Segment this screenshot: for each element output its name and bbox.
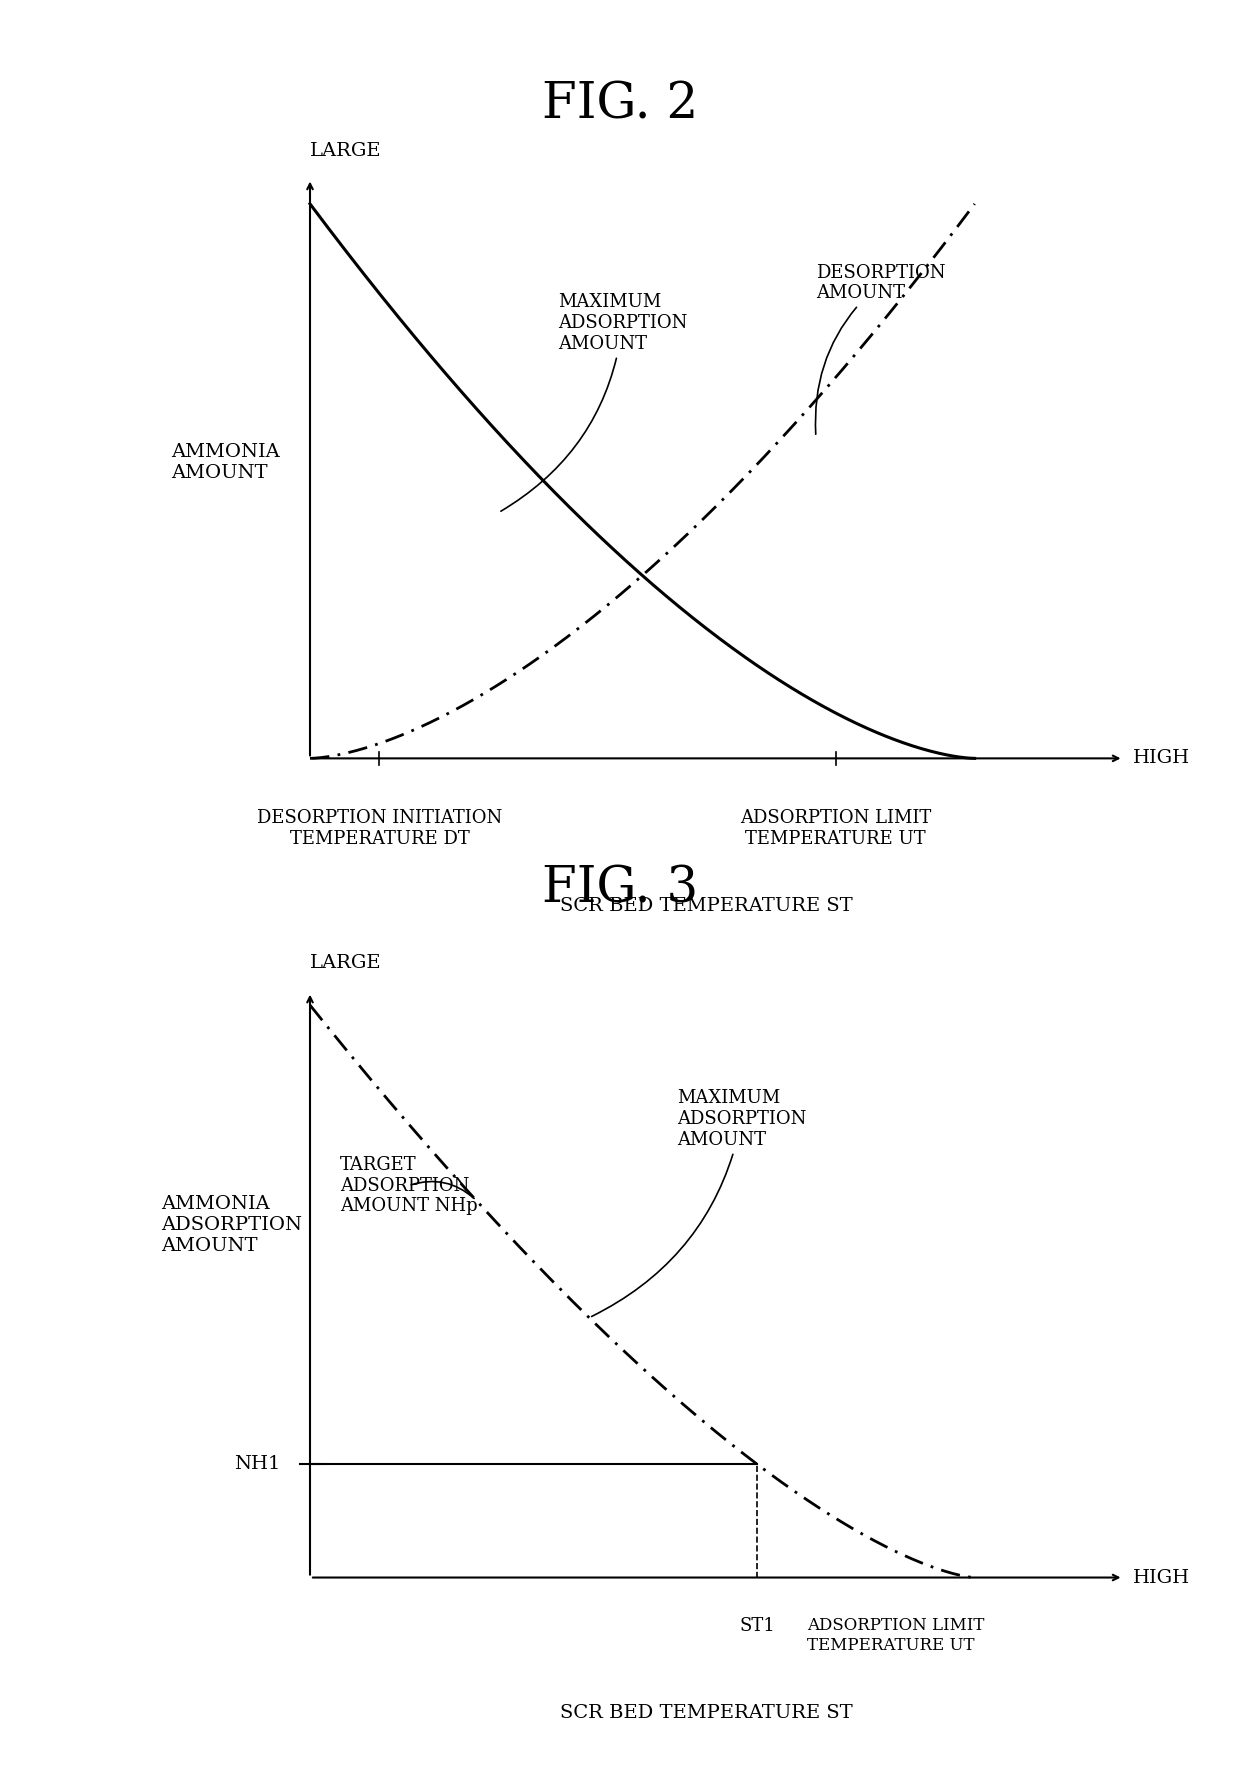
Text: FIG. 2: FIG. 2	[542, 80, 698, 130]
Text: SCR BED TEMPERATURE ST: SCR BED TEMPERATURE ST	[560, 896, 853, 914]
Text: DESORPTION INITIATION
TEMPERATURE DT: DESORPTION INITIATION TEMPERATURE DT	[257, 809, 502, 848]
Text: SCR BED TEMPERATURE ST: SCR BED TEMPERATURE ST	[560, 1704, 853, 1722]
Text: ST1: ST1	[739, 1617, 775, 1635]
Text: LARGE: LARGE	[310, 142, 382, 160]
Text: HIGH: HIGH	[1133, 1569, 1190, 1587]
Text: MAXIMUM
ADSORPTION
AMOUNT: MAXIMUM ADSORPTION AMOUNT	[591, 1090, 806, 1317]
Text: FIG. 3: FIG. 3	[542, 864, 698, 914]
Text: TARGET
ADSORPTION
AMOUNT NHp: TARGET ADSORPTION AMOUNT NHp	[340, 1156, 477, 1216]
Text: AMMONIA
ADSORPTION
AMOUNT: AMMONIA ADSORPTION AMOUNT	[161, 1195, 303, 1255]
Text: HIGH: HIGH	[1133, 749, 1190, 767]
Text: ADSORPTION LIMIT
TEMPERATURE UT: ADSORPTION LIMIT TEMPERATURE UT	[740, 809, 931, 848]
Text: NH1: NH1	[234, 1456, 280, 1473]
Text: LARGE: LARGE	[310, 953, 382, 973]
Text: ADSORPTION LIMIT
TEMPERATURE UT: ADSORPTION LIMIT TEMPERATURE UT	[807, 1617, 985, 1654]
Text: MAXIMUM
ADSORPTION
AMOUNT: MAXIMUM ADSORPTION AMOUNT	[501, 293, 687, 511]
Text: DESORPTION
AMOUNT: DESORPTION AMOUNT	[816, 263, 945, 435]
Text: AMMONIA
AMOUNT: AMMONIA AMOUNT	[171, 442, 280, 481]
